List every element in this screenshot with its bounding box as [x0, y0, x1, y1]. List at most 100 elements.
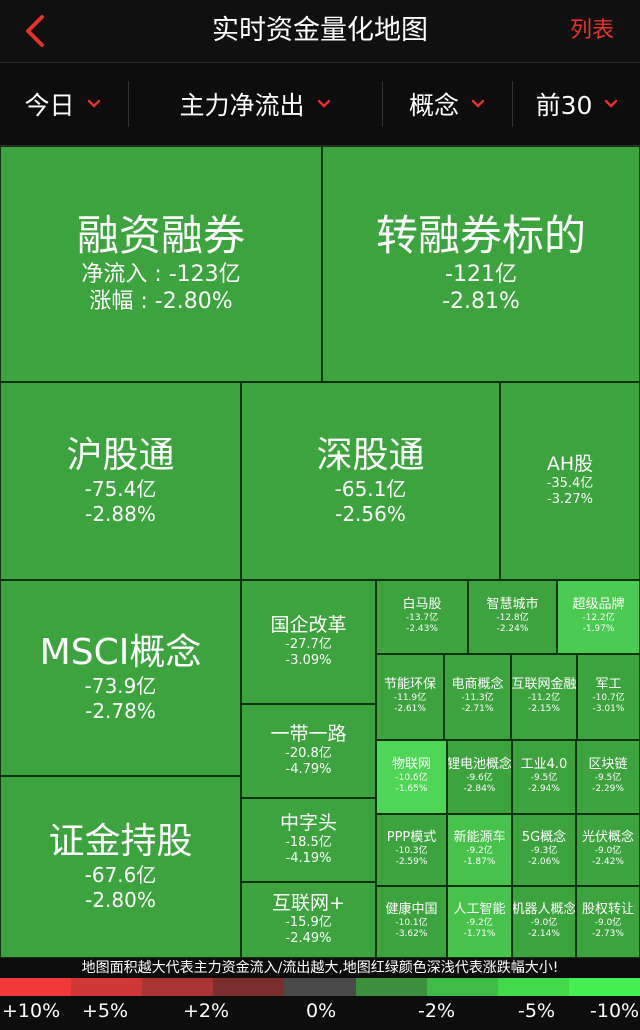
treemap-tile[interactable]: 军工 -10.7亿 -3.01% [577, 654, 640, 740]
chevron-down-icon [87, 99, 100, 108]
tile-flow: -9.0亿 [530, 918, 558, 929]
tile-flow: -12.8亿 [496, 613, 529, 624]
treemap-tile[interactable]: PPP模式 -10.3亿 -2.59% [376, 814, 447, 886]
tile-flow: -65.1亿 [334, 476, 407, 501]
scale-label: -10% [590, 1000, 640, 1022]
tile-change: -1.87% [463, 857, 496, 868]
tile-name: 智慧城市 [486, 597, 539, 613]
scale-label: 0% [306, 1000, 337, 1022]
tile-name: MSCI概念 [39, 632, 202, 674]
treemap-tile[interactable]: 5G概念 -9.3亿 -2.06% [512, 814, 576, 886]
tile-flow: -18.5亿 [285, 834, 332, 850]
treemap-tile[interactable]: 国企改革 -27.7亿 -3.09% [241, 580, 376, 704]
tile-name: 锂电池概念 [447, 757, 512, 773]
tile-flow: -67.6亿 [84, 862, 157, 887]
filter-top-count[interactable]: 前30 [514, 63, 640, 145]
color-scale-swatch [497, 978, 569, 996]
tile-flow: -10.6亿 [395, 773, 428, 784]
treemap-tile[interactable]: 深股通 -65.1亿 -2.56% [241, 382, 500, 580]
tile-flow: -9.6亿 [466, 773, 493, 784]
treemap-tile[interactable]: 白马股 -13.7亿 -2.43% [376, 580, 468, 654]
tile-name: 节能环保 [383, 677, 436, 693]
treemap-tile[interactable]: AH股 -35.4亿 -3.27% [500, 382, 640, 580]
tile-flow: -13.7亿 [405, 613, 439, 624]
color-scale-bar [0, 978, 640, 996]
list-view-button[interactable]: 列表 [569, 18, 614, 43]
tile-name: 5G概念 [521, 830, 567, 846]
tile-change: -1.97% [582, 624, 615, 635]
scale-label: +2% [183, 1000, 230, 1022]
filter-period[interactable]: 今日 [0, 63, 125, 145]
treemap-tile[interactable]: 一带一路 -20.8亿 -4.79% [241, 704, 376, 798]
scale-label: +5% [82, 1000, 129, 1022]
tile-flow: 净流入 : -123亿 [81, 261, 241, 287]
tile-flow: -15.9亿 [285, 914, 332, 930]
treemap-tile[interactable]: 证金持股 -67.6亿 -2.80% [0, 776, 241, 958]
color-scale-swatch [355, 978, 427, 996]
tile-change: -2.80% [85, 887, 156, 912]
treemap-tile[interactable]: 光伏概念 -9.0亿 -2.42% [576, 814, 640, 886]
color-scale-swatch [568, 978, 640, 996]
tile-flow: -10.3亿 [395, 846, 428, 857]
tile-change: -2.43% [406, 624, 438, 635]
tile-change: -2.06% [528, 857, 560, 868]
treemap-tile[interactable]: 互联网金融 -11.2亿 -2.15% [511, 654, 577, 740]
filter-category[interactable]: 概念 [384, 63, 510, 145]
chevron-down-icon [605, 99, 618, 108]
tile-change: -2.61% [394, 704, 426, 715]
treemap-tile[interactable]: MSCI概念 -73.9亿 -2.78% [0, 580, 241, 776]
tile-flow: -9.5亿 [530, 773, 558, 784]
tile-flow: -9.0亿 [594, 918, 622, 929]
tile-flow: -9.3亿 [530, 846, 558, 857]
treemap-tile[interactable]: 新能源车 -9.2亿 -1.87% [447, 814, 512, 886]
tile-flow: -75.4亿 [84, 476, 157, 501]
treemap-tile[interactable]: 超级品牌 -12.2亿 -1.97% [557, 580, 640, 654]
tile-flow: -10.7亿 [592, 693, 625, 704]
treemap-tile[interactable]: 智慧城市 -12.8亿 -2.24% [468, 580, 557, 654]
tile-name: 光伏概念 [581, 830, 634, 846]
tile-change: -1.65% [395, 784, 428, 795]
tile-name: 深股通 [316, 435, 425, 477]
treemap-tile[interactable]: 股权转让 -9.0亿 -2.73% [576, 886, 640, 958]
tile-flow: -12.2亿 [582, 613, 615, 624]
tile-change: -2.24% [496, 624, 529, 635]
tile-flow: -73.9亿 [84, 673, 157, 698]
treemap-tile[interactable]: 人工智能 -9.2亿 -1.71% [447, 886, 512, 958]
treemap-tile[interactable]: 中字头 -18.5亿 -4.19% [241, 798, 376, 882]
treemap-tile[interactable]: 融资融券 净流入 : -123亿 涨幅 : -2.80% [0, 146, 322, 382]
tile-name: 转融券标的 [375, 211, 586, 261]
treemap-tile[interactable]: 物联网 -10.6亿 -1.65% [376, 740, 447, 814]
treemap-tile[interactable]: 转融券标的 -121亿 -2.81% [322, 146, 640, 382]
color-scale-swatch [71, 978, 143, 996]
tile-change: -2.49% [285, 930, 332, 946]
color-scale-labels: +10% +5% +2% 0% -2% -5% -10% [0, 996, 640, 1030]
treemap-tile[interactable]: 节能环保 -11.9亿 -2.61% [376, 654, 444, 740]
chevron-down-icon [471, 99, 485, 108]
chevron-left-icon[interactable] [20, 14, 50, 48]
tile-name: 证金持股 [48, 821, 193, 863]
tile-name: 军工 [595, 677, 622, 693]
tile-name: 股权转让 [581, 902, 634, 918]
tile-name: 机器人概念 [512, 902, 576, 918]
filter-flow-type[interactable]: 主力净流出 [130, 63, 380, 145]
treemap-tile[interactable]: 沪股通 -75.4亿 -2.88% [0, 382, 241, 580]
treemap-tile[interactable]: 健康中国 -10.1亿 -3.62% [376, 886, 447, 958]
treemap-tile[interactable]: 锂电池概念 -9.6亿 -2.84% [447, 740, 512, 814]
tile-name: 互联网金融 [511, 677, 577, 693]
treemap-tile[interactable]: 机器人概念 -9.0亿 -2.14% [512, 886, 576, 958]
treemap-tile[interactable]: 工业4.0 -9.5亿 -2.94% [512, 740, 576, 814]
tile-change: -2.59% [395, 857, 428, 868]
tile-change: -2.88% [85, 501, 156, 526]
tile-change: -2.29% [592, 784, 624, 795]
tile-flow: -11.3亿 [461, 693, 494, 704]
color-scale-swatch [213, 978, 285, 996]
tile-change: -3.27% [547, 491, 593, 507]
tile-flow: -9.0亿 [594, 846, 622, 857]
treemap-tile[interactable]: 电商概念 -11.3亿 -2.71% [444, 654, 511, 740]
treemap-tile[interactable]: 互联网+ -15.9亿 -2.49% [241, 882, 376, 958]
tile-flow: -9.5亿 [594, 773, 622, 784]
treemap-tile[interactable]: 区块链 -9.5亿 -2.29% [576, 740, 640, 814]
tile-flow: -35.4亿 [546, 475, 594, 491]
tile-change: -4.79% [285, 761, 332, 777]
tile-change: -2.94% [528, 784, 560, 795]
